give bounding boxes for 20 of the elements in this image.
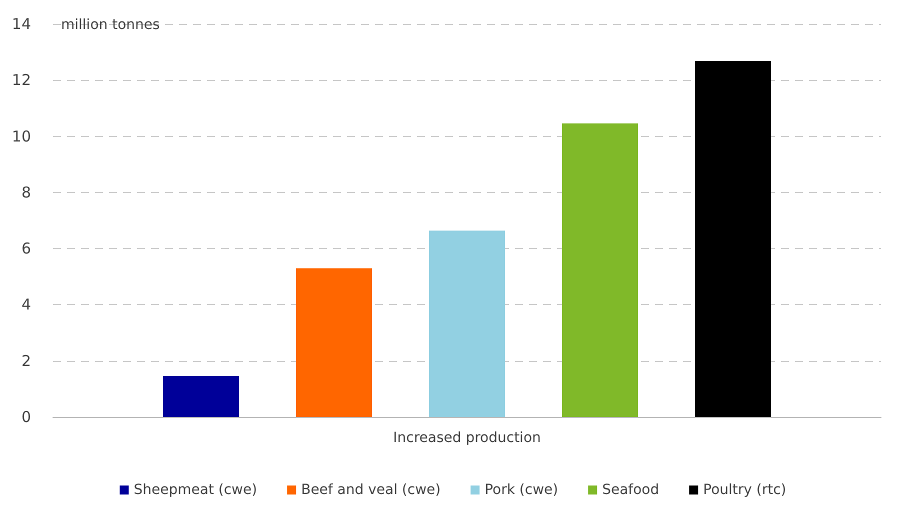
y-tick-label: 10 bbox=[12, 127, 31, 146]
y-tick-label: 2 bbox=[21, 352, 31, 370]
bar bbox=[562, 123, 638, 417]
legend-label: Seafood bbox=[602, 482, 660, 498]
legend-label: Sheepmeat (cwe) bbox=[134, 482, 258, 498]
legend-label: Pork (cwe) bbox=[484, 482, 558, 498]
bar bbox=[296, 268, 372, 417]
y-tick-label: 14 bbox=[12, 15, 31, 33]
legend-label: Beef and veal (cwe) bbox=[301, 482, 441, 498]
x-tick-label: Increased production bbox=[393, 430, 541, 446]
bar bbox=[695, 61, 771, 417]
y-tick-label: 6 bbox=[21, 240, 31, 258]
y-axis-title: million tonnes bbox=[61, 17, 160, 33]
y-tick-label: 12 bbox=[12, 71, 31, 90]
bar bbox=[163, 376, 239, 417]
y-tick-label: 0 bbox=[21, 408, 31, 426]
y-tick-label: 4 bbox=[21, 296, 31, 314]
legend-label: Poultry (rtc) bbox=[703, 482, 786, 498]
bar bbox=[429, 230, 505, 417]
y-tick-label: 8 bbox=[21, 183, 31, 202]
